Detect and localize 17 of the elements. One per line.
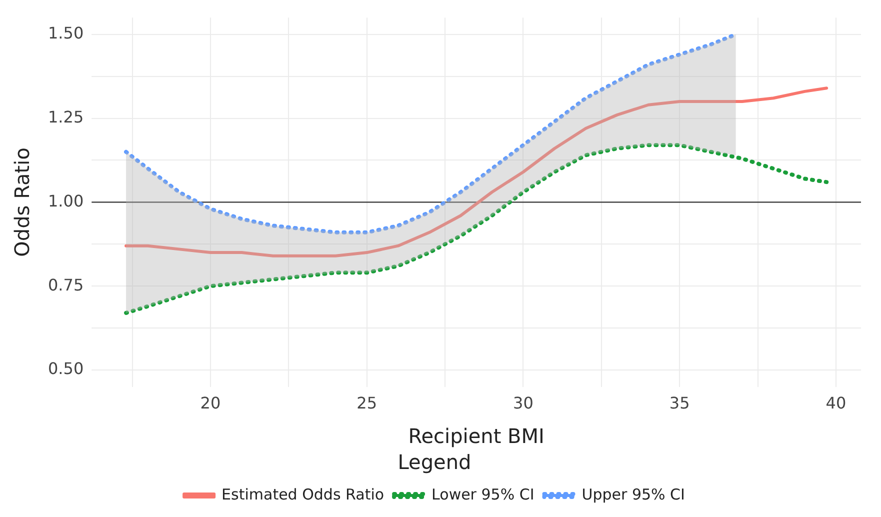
- x-tick-label: 35: [669, 394, 690, 413]
- x-tick-label: 30: [513, 394, 534, 413]
- x-tick-label: 25: [356, 394, 378, 413]
- y-tick-label: 1.50: [48, 24, 84, 43]
- legend-label: Lower 95% CI: [432, 485, 534, 504]
- y-tick-label: 0.75: [48, 275, 84, 294]
- legend-label: Estimated Odds Ratio: [222, 485, 384, 504]
- legend-label: Upper 95% CI: [582, 485, 685, 504]
- y-tick-label: 0.50: [48, 359, 84, 378]
- y-axis-title: Odds Ratio: [10, 148, 34, 257]
- x-tick-label: 20: [200, 394, 221, 413]
- legend-title: Legend: [398, 450, 472, 474]
- x-tick-label: 40: [826, 394, 846, 413]
- y-tick-label: 1.25: [48, 107, 84, 126]
- line-series: [124, 143, 829, 315]
- y-tick-label: 1.00: [48, 191, 84, 210]
- x-axis-title: Recipient BMI: [408, 424, 544, 448]
